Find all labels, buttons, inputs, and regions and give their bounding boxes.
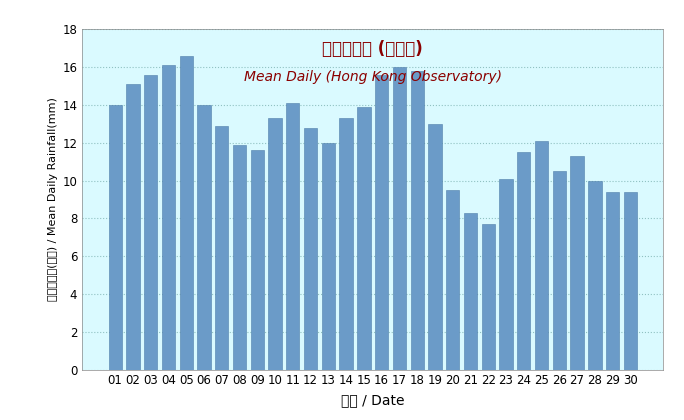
Bar xyxy=(127,84,140,370)
Bar xyxy=(162,65,175,370)
Bar xyxy=(304,128,317,370)
Bar xyxy=(286,103,300,370)
Bar xyxy=(570,156,583,370)
X-axis label: 日期 / Date: 日期 / Date xyxy=(341,393,404,407)
Text: 平均日雨量 (天文台): 平均日雨量 (天文台) xyxy=(322,39,423,58)
Bar xyxy=(446,190,460,370)
Bar xyxy=(428,124,442,370)
Bar xyxy=(482,224,495,370)
Bar xyxy=(393,67,406,370)
Bar xyxy=(535,141,548,370)
Bar xyxy=(357,107,371,370)
Bar xyxy=(588,181,601,370)
Text: Mean Daily (Hong Kong Observatory): Mean Daily (Hong Kong Observatory) xyxy=(244,70,502,84)
Bar xyxy=(198,105,211,370)
Bar xyxy=(180,56,193,370)
Bar xyxy=(109,105,122,370)
Bar xyxy=(144,75,157,370)
Bar xyxy=(606,192,619,370)
Bar xyxy=(499,178,513,370)
Bar xyxy=(517,152,531,370)
Bar xyxy=(250,150,264,370)
Bar xyxy=(339,118,353,370)
Bar xyxy=(233,144,246,370)
Bar xyxy=(215,126,228,370)
Bar xyxy=(268,118,282,370)
Bar xyxy=(464,213,477,370)
Bar xyxy=(410,71,424,370)
Y-axis label: 平均日雨量(毫米) / Mean Daily Rainfall(mm): 平均日雨量(毫米) / Mean Daily Rainfall(mm) xyxy=(48,97,58,302)
Bar xyxy=(321,143,335,370)
Bar xyxy=(375,75,389,370)
Bar xyxy=(553,171,566,370)
Bar xyxy=(624,192,637,370)
